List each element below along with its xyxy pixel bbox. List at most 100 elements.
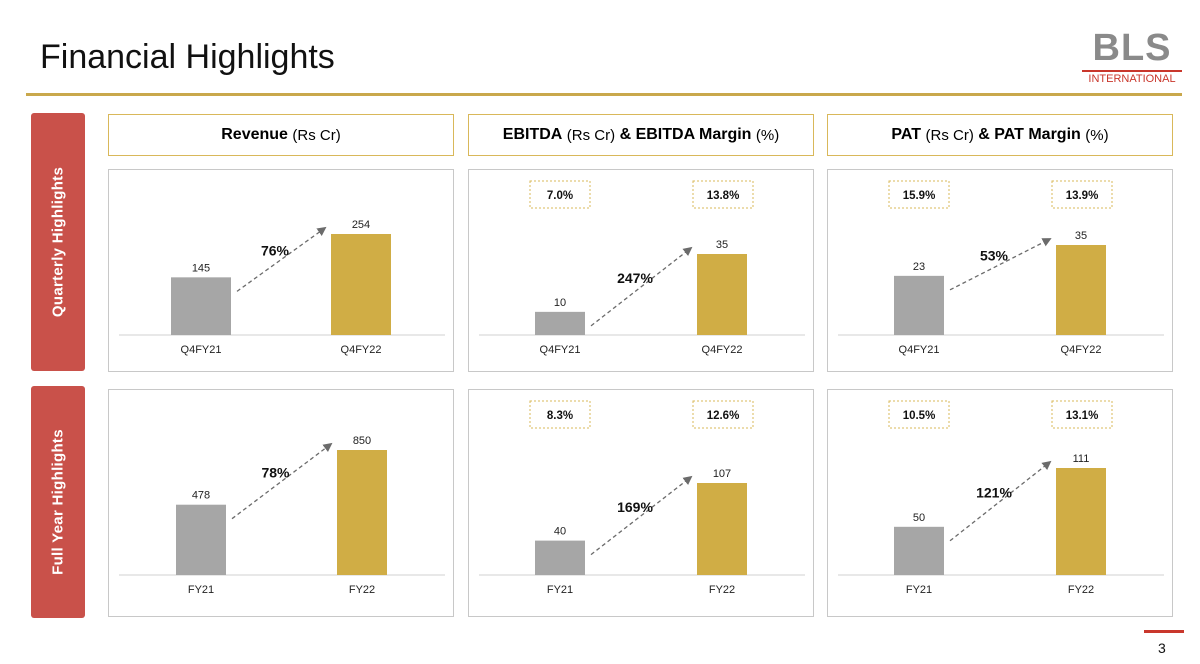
margin-box bbox=[529, 180, 591, 209]
category-label: Q4FY21 bbox=[181, 344, 222, 356]
ebitda-header-title: EBITDA bbox=[502, 126, 563, 143]
growth-arrow bbox=[949, 238, 1052, 291]
quarterly-row-text: Quarterly Highlights bbox=[49, 166, 67, 318]
margin-label: 8.3% bbox=[547, 410, 573, 422]
margin-box bbox=[888, 180, 950, 209]
category-label: FY22 bbox=[349, 584, 375, 596]
logo-divider bbox=[1082, 70, 1182, 72]
logo-subtitle: INTERNATIONAL bbox=[1088, 73, 1176, 85]
margin-box bbox=[1051, 180, 1113, 209]
bar-fy22 bbox=[697, 483, 747, 575]
bar-value-label: 254 bbox=[352, 219, 370, 231]
ebitda-header: EBITDA (Rs Cr) & EBITDA Margin (%) bbox=[468, 114, 814, 156]
growth-label: 76% bbox=[261, 243, 290, 259]
bar-value-label: 850 bbox=[353, 435, 371, 447]
margin-label: 15.9% bbox=[903, 190, 936, 202]
category-label: Q4FY21 bbox=[899, 344, 940, 356]
quarterly-row-label: Quarterly Highlights bbox=[31, 113, 85, 371]
margin-box bbox=[529, 400, 591, 429]
bar-value-label: 35 bbox=[716, 239, 728, 251]
margin-box bbox=[692, 180, 754, 209]
margin-label: 7.0% bbox=[547, 190, 573, 202]
category-label: Q4FY22 bbox=[1061, 344, 1102, 356]
growth-arrow bbox=[590, 475, 693, 556]
chart-svg: 10 Q4FY21 35 Q4FY22 247% 7.0% 13.8% bbox=[479, 180, 805, 356]
growth-label: 53% bbox=[980, 247, 1009, 263]
growth-label: 247% bbox=[617, 270, 653, 286]
margin-box bbox=[888, 400, 950, 429]
bar-q4fy21 bbox=[894, 275, 944, 335]
category-label: FY22 bbox=[709, 584, 735, 596]
chart-svg: 50 FY21 111 FY22 121% 10.5% 13.1% bbox=[838, 400, 1164, 596]
ebitda-header-unit: (Rs Cr) bbox=[566, 126, 616, 144]
bar-fy22 bbox=[337, 450, 387, 575]
pat-header-unit: (Rs Cr) bbox=[925, 126, 974, 144]
growth-arrow bbox=[236, 226, 327, 292]
margin-box bbox=[1051, 400, 1113, 429]
pat-header-margin: & PAT Margin bbox=[978, 126, 1081, 143]
bar-fy21 bbox=[535, 540, 585, 575]
bar-value-label: 478 bbox=[192, 490, 210, 502]
category-label: FY21 bbox=[188, 584, 214, 596]
pat-header: PAT (Rs Cr) & PAT Margin (%) bbox=[827, 114, 1173, 156]
bar-value-label: 40 bbox=[554, 526, 566, 538]
growth-arrow bbox=[590, 246, 693, 327]
ebitda-full-year-chart: 40 FY21 107 FY22 169% 8.3% 12.6% bbox=[468, 389, 814, 617]
growth-label: 169% bbox=[617, 499, 653, 515]
category-label: FY21 bbox=[906, 584, 932, 596]
growth-label: 121% bbox=[976, 484, 1012, 500]
page-number-rule bbox=[1144, 630, 1184, 633]
revenue-full-year-chart: 478 FY21 850 FY22 78% bbox=[108, 389, 454, 617]
margin-label: 13.8% bbox=[707, 190, 740, 202]
margin-label: 13.9% bbox=[1066, 190, 1099, 202]
category-label: FY22 bbox=[1068, 584, 1094, 596]
title-divider bbox=[26, 93, 1182, 96]
ebitda-header-margin-unit: (%) bbox=[755, 126, 780, 144]
bar-q4fy21 bbox=[535, 311, 585, 335]
revenue-quarterly-chart: 145 Q4FY21 254 Q4FY22 76% bbox=[108, 169, 454, 372]
bar-fy22 bbox=[1056, 468, 1106, 575]
bar-q4fy22 bbox=[331, 234, 391, 335]
bar-value-label: 35 bbox=[1075, 230, 1087, 242]
bar-q4fy22 bbox=[697, 254, 747, 335]
category-label: FY21 bbox=[547, 584, 573, 596]
growth-arrow bbox=[949, 460, 1052, 542]
bar-q4fy21 bbox=[171, 277, 231, 335]
company-logo: BLS INTERNATIONAL bbox=[1080, 28, 1184, 88]
revenue-header: Revenue (Rs Cr) bbox=[108, 114, 454, 156]
growth-label: 78% bbox=[261, 464, 290, 480]
bar-value-label: 50 bbox=[913, 512, 925, 524]
category-label: Q4FY22 bbox=[341, 344, 382, 356]
ebitda-header-margin: & EBITDA Margin bbox=[619, 126, 752, 143]
margin-label: 10.5% bbox=[903, 410, 936, 422]
chart-svg: 145 Q4FY21 254 Q4FY22 76% bbox=[119, 219, 445, 356]
logo-text: BLS bbox=[1092, 27, 1172, 69]
pat-header-margin-unit: (%) bbox=[1085, 126, 1109, 144]
bar-value-label: 145 bbox=[192, 262, 210, 274]
chart-svg: 478 FY21 850 FY22 78% bbox=[119, 435, 445, 596]
bar-value-label: 111 bbox=[1073, 453, 1090, 465]
chart-svg: 23 Q4FY21 35 Q4FY22 53% 15.9% 13.9% bbox=[838, 180, 1164, 356]
revenue-header-unit: (Rs Cr) bbox=[292, 126, 341, 144]
ebitda-quarterly-chart: 10 Q4FY21 35 Q4FY22 247% 7.0% 13.8% bbox=[468, 169, 814, 372]
page-number: 3 bbox=[1158, 640, 1166, 656]
margin-label: 13.1% bbox=[1066, 410, 1099, 422]
bar-value-label: 10 bbox=[554, 297, 566, 309]
full-year-row-text: Full Year Highlights bbox=[49, 429, 67, 575]
margin-label: 12.6% bbox=[707, 410, 740, 422]
category-label: Q4FY22 bbox=[702, 344, 743, 356]
pat-header-title: PAT bbox=[891, 126, 922, 143]
bar-value-label: 23 bbox=[913, 261, 925, 273]
category-label: Q4FY21 bbox=[540, 344, 581, 356]
bar-fy21 bbox=[176, 504, 226, 575]
margin-box bbox=[692, 400, 754, 429]
growth-arrow bbox=[231, 442, 333, 520]
revenue-header-title: Revenue bbox=[221, 126, 288, 143]
pat-quarterly-chart: 23 Q4FY21 35 Q4FY22 53% 15.9% 13.9% bbox=[827, 169, 1173, 372]
bar-q4fy22 bbox=[1056, 245, 1106, 335]
pat-full-year-chart: 50 FY21 111 FY22 121% 10.5% 13.1% bbox=[827, 389, 1173, 617]
bar-fy21 bbox=[894, 526, 944, 575]
page-title: Financial Highlights bbox=[40, 38, 335, 76]
chart-svg: 40 FY21 107 FY22 169% 8.3% 12.6% bbox=[479, 400, 805, 596]
full-year-row-label: Full Year Highlights bbox=[31, 386, 85, 618]
